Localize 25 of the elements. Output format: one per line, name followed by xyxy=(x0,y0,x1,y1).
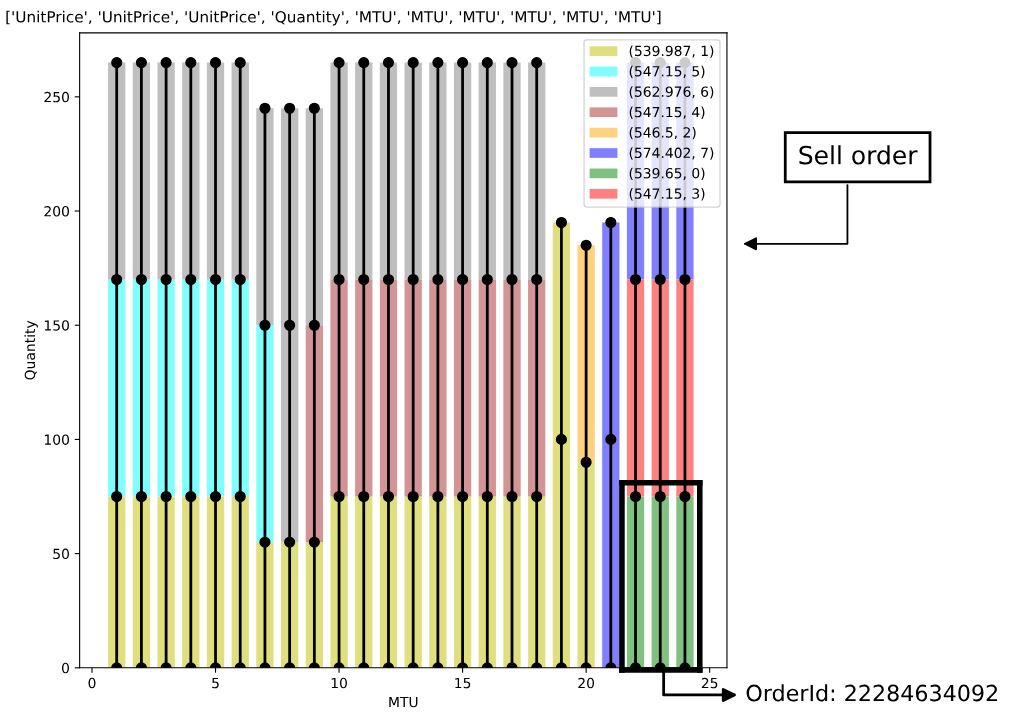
chart-title: ['UnitPrice', 'UnitPrice', 'UnitPrice', 'Quantity', 'MTU', 'MTU', 'MTU', 'MTU', 'MTU', 'MTU'] xyxy=(6,10,661,26)
legend-label: (547.15, 4) xyxy=(629,106,705,119)
y-tick-label: 50 xyxy=(53,548,69,560)
y-tick-label: 100 xyxy=(44,434,69,445)
x-tick-label: 5 xyxy=(212,677,219,689)
text: Sell order xyxy=(799,145,918,165)
text: OrderId: 22284634092 xyxy=(746,684,997,702)
legend-label: (547.15, 5) xyxy=(629,65,705,79)
legend-label: (547.15, 3) xyxy=(629,188,705,201)
x-tick-label: 10 xyxy=(331,677,347,689)
x-axis-title: MTU xyxy=(389,696,418,708)
y-tick-label: 150 xyxy=(44,320,69,331)
legend-label: (546.5, 2) xyxy=(629,126,696,140)
legend-label: (539.65, 0) xyxy=(629,167,705,181)
x-tick-label: 20 xyxy=(578,677,595,689)
x-tick-label: 15 xyxy=(455,677,471,689)
x-tick-label: 0 xyxy=(88,677,96,689)
legend-label: (562.976, 6) xyxy=(629,86,714,99)
x-tick-label: 25 xyxy=(701,677,718,689)
y-axis-title: Quantity xyxy=(24,320,38,380)
legend-label: (539.987, 1) xyxy=(629,45,714,58)
y-tick-label: 250 xyxy=(44,91,69,103)
y-tick-label: 200 xyxy=(44,206,69,217)
legend-label: (574.402, 7) xyxy=(629,147,714,160)
y-tick-label: 0 xyxy=(61,662,69,674)
